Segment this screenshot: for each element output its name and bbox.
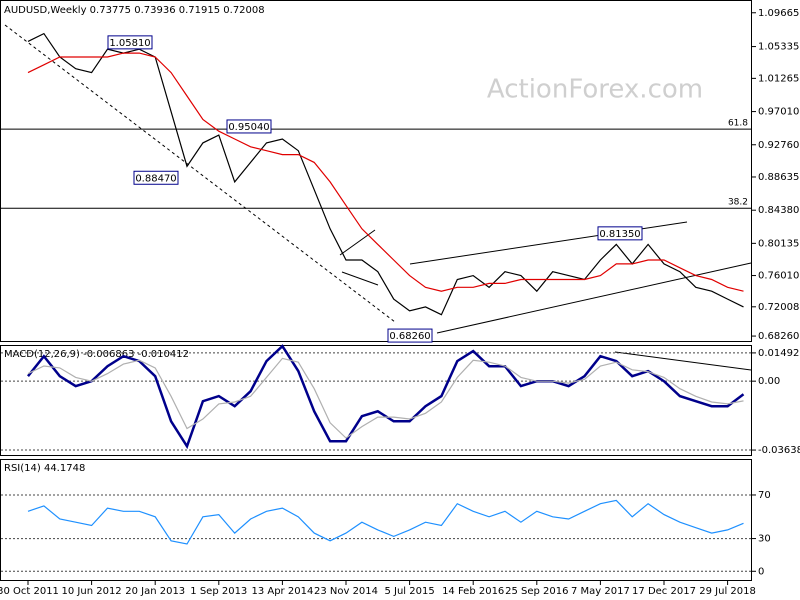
series-line [27,52,744,292]
annotation-label: 1.05810 [109,38,150,49]
series-line [27,32,744,316]
trend-line [614,351,752,371]
price-panel [0,0,752,342]
x-tick-label: 29 Jul 2018 [699,586,756,597]
annotation-box [133,170,179,185]
y-tick-label: 0.76010 [758,271,799,282]
y-tick-label: 0.84380 [758,205,799,216]
rsi-panel [0,459,752,581]
y-tick-label: 1.01265 [758,73,799,84]
y-tick-label: 0 [758,566,764,577]
x-tick-label: 25 Sep 2016 [505,586,568,597]
annotation-label: 0.95040 [228,122,269,133]
x-tick-label: 5 Jul 2015 [384,586,434,597]
y-tick-label: -0.036389 [758,445,800,456]
watermark: ActionForex.com [487,75,703,105]
series-line [27,499,744,545]
fib-label: 38.2 [728,198,748,208]
annotation-label: 0.81350 [599,229,640,240]
annotation-box [226,119,272,134]
x-tick-label: 7 May 2017 [571,586,630,597]
trend-line [341,271,379,286]
series-line [27,344,745,450]
annotation-box [107,35,153,50]
y-tick-label: 1.05335 [758,42,799,53]
x-tick-label: 30 Oct 2011 [0,586,59,597]
y-tick-label: 0.014925 [758,348,800,359]
rsi-title: RSI(14) 44.1748 [4,463,85,474]
x-tick-label: 14 Feb 2016 [442,586,504,597]
annotation-label: 0.88470 [135,173,176,184]
trend-line [4,24,396,323]
x-tick-label: 10 Jun 2012 [62,586,122,597]
macd-panel [0,345,752,456]
trend-line [436,262,752,334]
trend-line [339,229,376,256]
y-tick-label: 0.97010 [758,107,799,118]
x-tick-label: 17 Dec 2017 [632,586,696,597]
y-tick-label: 0.00 [758,376,780,387]
y-tick-label: 0.72008 [758,302,799,313]
x-tick-label: 20 Jan 2013 [125,586,185,597]
y-tick-label: 0.92760 [758,140,799,151]
chart-title: AUDUSD,Weekly 0.73775 0.73936 0.71915 0.… [4,5,265,16]
annotation-label: 0.68260 [389,331,430,342]
annotation-box [597,226,643,241]
x-tick-label: 1 Sep 2013 [190,586,247,597]
annotation-box [387,328,433,343]
fib-label: 61.8 [728,119,748,129]
series-line [27,357,744,439]
y-tick-label: 0.80135 [758,238,799,249]
y-tick-label: 70 [758,490,771,501]
x-tick-label: 23 Nov 2014 [314,586,378,597]
y-tick-label: 0.68260 [758,331,799,342]
y-tick-label: 0.88635 [758,172,799,183]
y-tick-label: 1.09665 [758,8,799,19]
y-tick-label: 30 [758,534,771,545]
macd-title: MACD(12,26,9) -0.006863 -0.010412 [4,349,189,360]
trend-line [409,221,688,265]
x-tick-label: 13 Apr 2014 [251,586,313,597]
